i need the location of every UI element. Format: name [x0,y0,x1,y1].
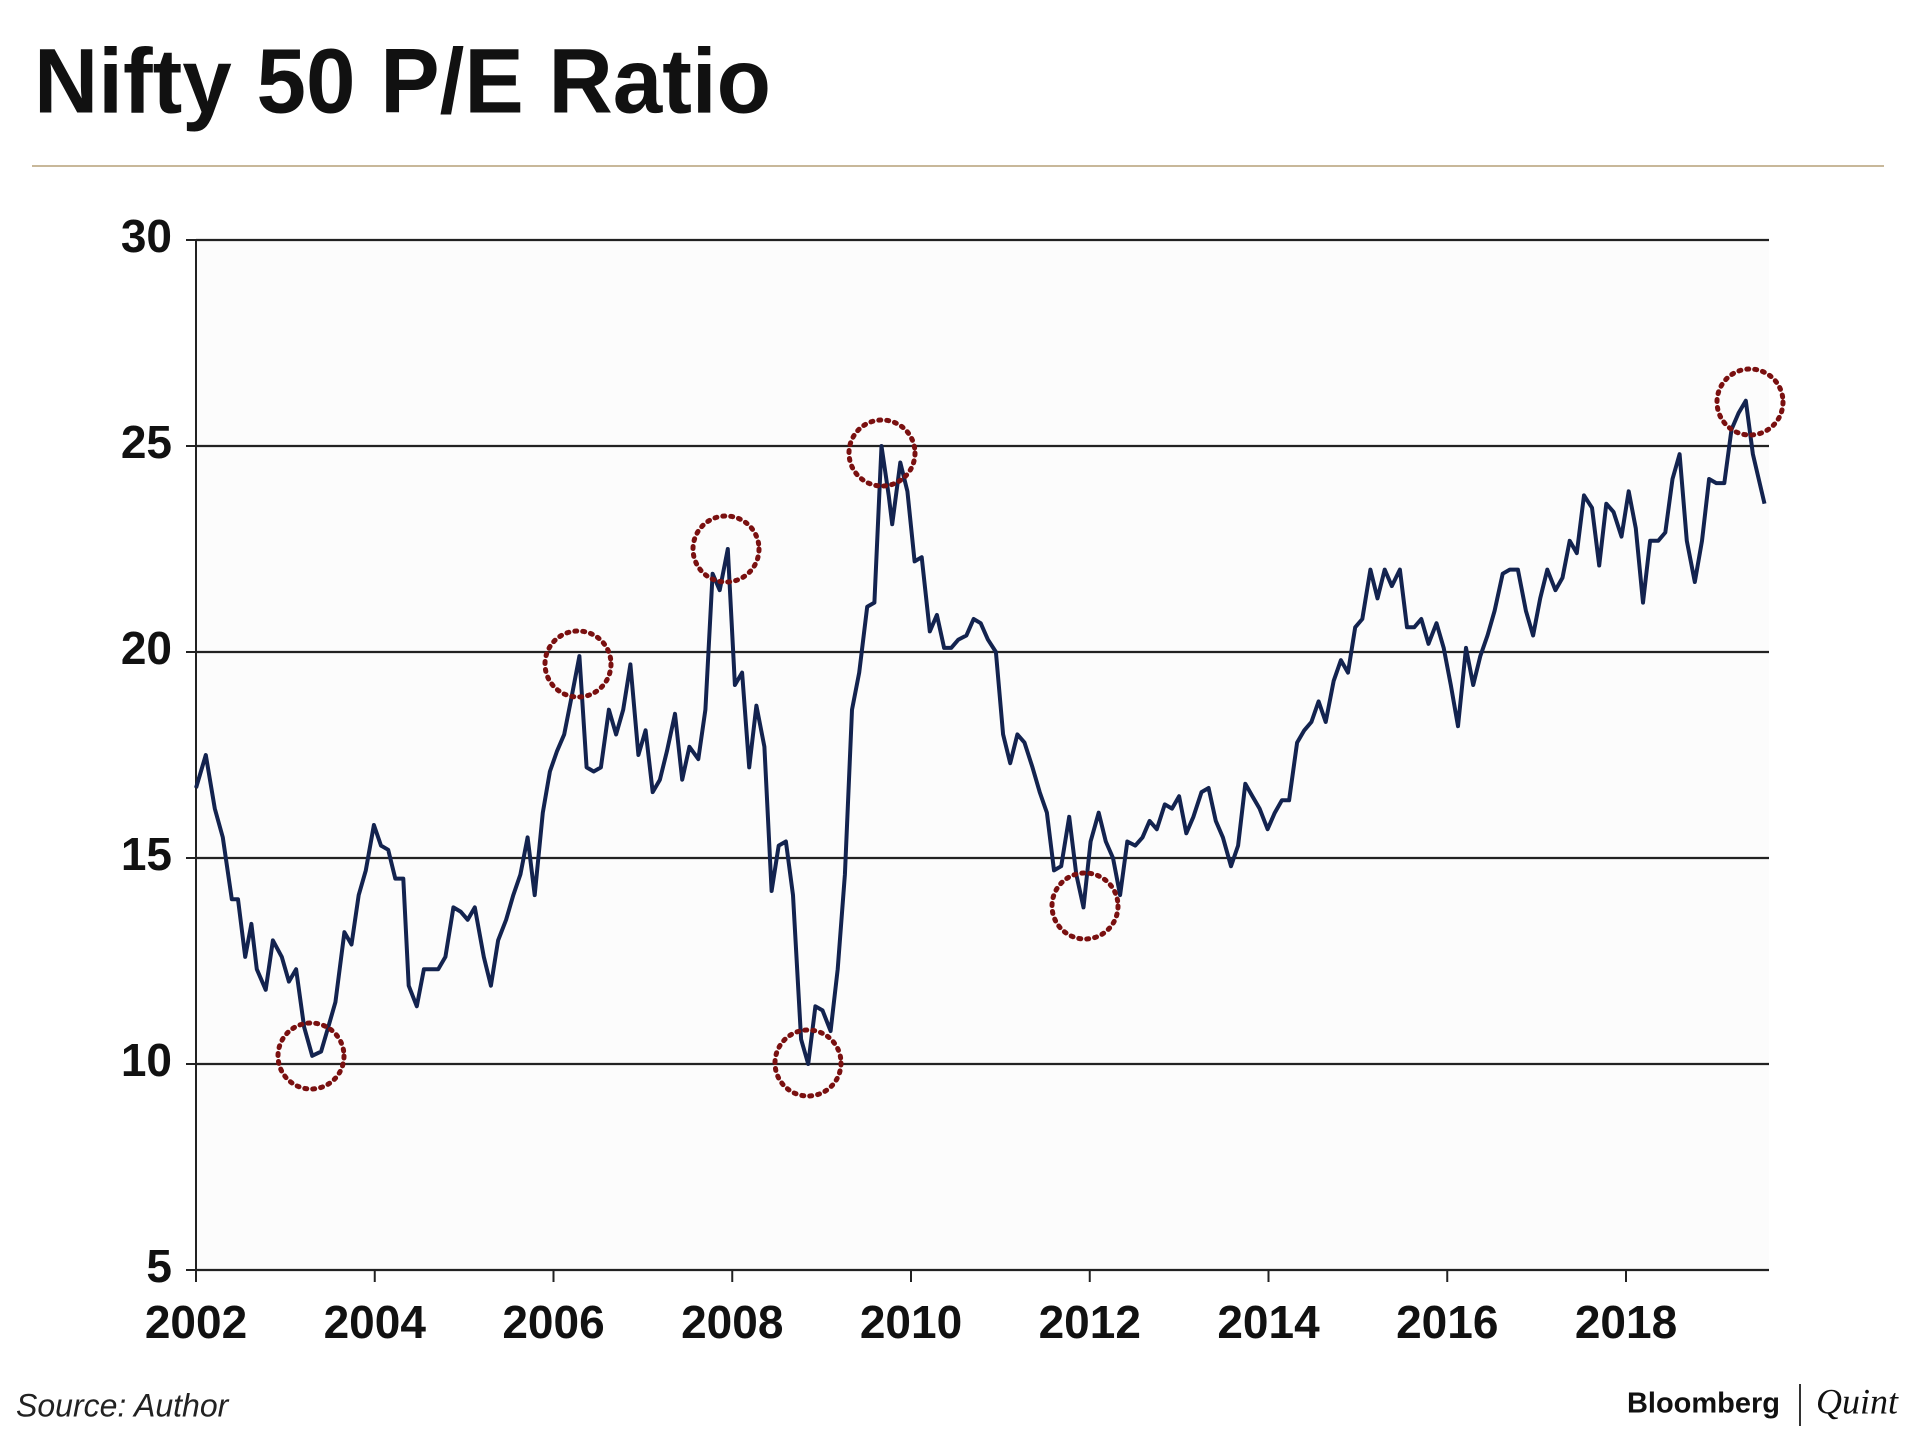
y-tick-label: 5 [146,1240,172,1292]
plot-area: 5 10 15 20 25 30 2002 2004 2006 2008 2010 2012 2014 2… [121,210,1769,1348]
y-tick-label: 15 [121,828,172,880]
highlight-circle [542,628,614,700]
x-tick-label: 2006 [502,1296,604,1348]
x-tick-label: 2008 [681,1296,783,1348]
chart-title: Nifty 50 P/E Ratio [34,30,771,132]
y-tick-label: 25 [121,416,172,468]
brand-left: Bloomberg [1627,1388,1780,1420]
highlight-circle [846,417,918,489]
brand-right: Quint [1816,1381,1899,1421]
x-tick-label: 2014 [1217,1296,1320,1348]
x-tick-label: 2004 [324,1296,427,1348]
highlight-circle [772,1027,844,1099]
x-tick-label: 2010 [860,1296,962,1348]
x-tick-label: 2012 [1039,1296,1141,1348]
plot-background [196,240,1769,1270]
highlight-circle [1714,366,1786,438]
x-tick-label: 2016 [1396,1296,1498,1348]
data-line [194,398,1767,1066]
y-tick-label: 10 [121,1034,172,1086]
x-tick-label: 2018 [1575,1296,1677,1348]
source-note: Source: Author [16,1387,230,1423]
highlight-circle [275,1020,347,1092]
highlight-circle [690,513,762,585]
highlight-circle [1049,870,1121,942]
highlight-circles [275,366,1786,1099]
y-tick-label: 20 [121,622,172,674]
y-tick-label: 30 [121,210,172,262]
x-tick-label: 2002 [145,1296,247,1348]
